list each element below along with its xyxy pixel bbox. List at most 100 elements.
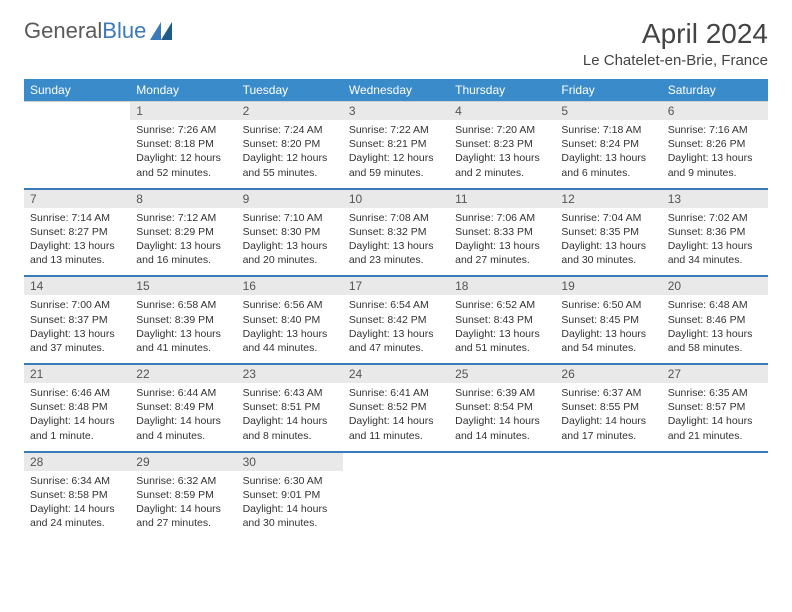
sunrise-line: Sunrise: 6:41 AM bbox=[349, 386, 443, 400]
sunset-line: Sunset: 8:58 PM bbox=[30, 488, 124, 502]
sunset-line: Sunset: 8:32 PM bbox=[349, 225, 443, 239]
daylight-line: Daylight: 13 hours and 13 minutes. bbox=[30, 239, 124, 267]
header: GeneralBlue April 2024 Le Chatelet-en-Br… bbox=[24, 18, 768, 69]
day-content-cell: Sunrise: 6:30 AMSunset: 9:01 PMDaylight:… bbox=[237, 471, 343, 539]
day-content-cell: Sunrise: 7:14 AMSunset: 8:27 PMDaylight:… bbox=[24, 208, 130, 277]
day-content-cell: Sunrise: 7:12 AMSunset: 8:29 PMDaylight:… bbox=[130, 208, 236, 277]
sunrise-line: Sunrise: 7:10 AM bbox=[243, 211, 337, 225]
daylight-line: Daylight: 13 hours and 54 minutes. bbox=[561, 327, 655, 355]
week-2-daynum-row: 14151617181920 bbox=[24, 276, 768, 295]
dow-thursday: Thursday bbox=[449, 79, 555, 102]
daylight-line: Daylight: 13 hours and 58 minutes. bbox=[668, 327, 762, 355]
day-content-cell: Sunrise: 6:50 AMSunset: 8:45 PMDaylight:… bbox=[555, 295, 661, 364]
day-content-cell: Sunrise: 6:32 AMSunset: 8:59 PMDaylight:… bbox=[130, 471, 236, 539]
sunrise-line: Sunrise: 7:00 AM bbox=[30, 298, 124, 312]
sunrise-line: Sunrise: 7:08 AM bbox=[349, 211, 443, 225]
daylight-line: Daylight: 13 hours and 34 minutes. bbox=[668, 239, 762, 267]
sunset-line: Sunset: 8:42 PM bbox=[349, 313, 443, 327]
day-number-cell: 18 bbox=[449, 276, 555, 295]
sunrise-line: Sunrise: 6:54 AM bbox=[349, 298, 443, 312]
day-number-cell: 21 bbox=[24, 364, 130, 383]
sunrise-line: Sunrise: 7:12 AM bbox=[136, 211, 230, 225]
sunset-line: Sunset: 8:30 PM bbox=[243, 225, 337, 239]
daylight-line: Daylight: 14 hours and 30 minutes. bbox=[243, 502, 337, 530]
day-number-cell: 19 bbox=[555, 276, 661, 295]
sunset-line: Sunset: 8:21 PM bbox=[349, 137, 443, 151]
day-content-cell: Sunrise: 6:35 AMSunset: 8:57 PMDaylight:… bbox=[662, 383, 768, 452]
dow-tuesday: Tuesday bbox=[237, 79, 343, 102]
daylight-line: Daylight: 13 hours and 27 minutes. bbox=[455, 239, 549, 267]
day-number-cell: 8 bbox=[130, 189, 236, 208]
day-content-cell: Sunrise: 6:58 AMSunset: 8:39 PMDaylight:… bbox=[130, 295, 236, 364]
day-number-cell bbox=[24, 102, 130, 121]
daylight-line: Daylight: 12 hours and 52 minutes. bbox=[136, 151, 230, 179]
day-number-cell bbox=[343, 452, 449, 471]
day-number-cell: 9 bbox=[237, 189, 343, 208]
sunrise-line: Sunrise: 6:39 AM bbox=[455, 386, 549, 400]
daylight-line: Daylight: 13 hours and 44 minutes. bbox=[243, 327, 337, 355]
day-number-cell: 17 bbox=[343, 276, 449, 295]
day-number-cell: 27 bbox=[662, 364, 768, 383]
sunset-line: Sunset: 8:37 PM bbox=[30, 313, 124, 327]
logo-part1: General bbox=[24, 18, 102, 43]
daylight-line: Daylight: 13 hours and 23 minutes. bbox=[349, 239, 443, 267]
sunset-line: Sunset: 8:26 PM bbox=[668, 137, 762, 151]
daylight-line: Daylight: 12 hours and 59 minutes. bbox=[349, 151, 443, 179]
sunrise-line: Sunrise: 6:44 AM bbox=[136, 386, 230, 400]
dow-monday: Monday bbox=[130, 79, 236, 102]
week-1-content-row: Sunrise: 7:14 AMSunset: 8:27 PMDaylight:… bbox=[24, 208, 768, 277]
daylight-line: Daylight: 13 hours and 20 minutes. bbox=[243, 239, 337, 267]
sunset-line: Sunset: 8:45 PM bbox=[561, 313, 655, 327]
daylight-line: Daylight: 13 hours and 51 minutes. bbox=[455, 327, 549, 355]
sunrise-line: Sunrise: 7:16 AM bbox=[668, 123, 762, 137]
day-number-cell: 26 bbox=[555, 364, 661, 383]
day-number-cell: 28 bbox=[24, 452, 130, 471]
day-content-cell: Sunrise: 6:41 AMSunset: 8:52 PMDaylight:… bbox=[343, 383, 449, 452]
daylight-line: Daylight: 13 hours and 37 minutes. bbox=[30, 327, 124, 355]
sunset-line: Sunset: 8:33 PM bbox=[455, 225, 549, 239]
sunrise-line: Sunrise: 7:06 AM bbox=[455, 211, 549, 225]
day-number-cell: 11 bbox=[449, 189, 555, 208]
daylight-line: Daylight: 13 hours and 16 minutes. bbox=[136, 239, 230, 267]
week-4-content-row: Sunrise: 6:34 AMSunset: 8:58 PM Daylight:… bbox=[24, 471, 768, 539]
sunrise-line: Sunrise: 6:50 AM bbox=[561, 298, 655, 312]
sunrise-line: Sunrise: 7:04 AM bbox=[561, 211, 655, 225]
day-number-cell: 10 bbox=[343, 189, 449, 208]
sunset-line: Sunset: 8:51 PM bbox=[243, 400, 337, 414]
daylight-line: Daylight: 13 hours and 41 minutes. bbox=[136, 327, 230, 355]
day-content-cell: Sunrise: 6:48 AMSunset: 8:46 PMDaylight:… bbox=[662, 295, 768, 364]
sunrise-line: Sunrise: 7:02 AM bbox=[668, 211, 762, 225]
dow-saturday: Saturday bbox=[662, 79, 768, 102]
day-number-cell: 12 bbox=[555, 189, 661, 208]
daylight-line: Daylight: 13 hours and 9 minutes. bbox=[668, 151, 762, 179]
sunrise-line: Sunrise: 6:34 AM bbox=[30, 474, 124, 488]
sunset-line: Sunset: 8:55 PM bbox=[561, 400, 655, 414]
daylight-line: Daylight: 14 hours and 17 minutes. bbox=[561, 414, 655, 442]
logo-part2: Blue bbox=[102, 18, 146, 43]
day-number-cell: 20 bbox=[662, 276, 768, 295]
daylight-line: Daylight: 13 hours and 30 minutes. bbox=[561, 239, 655, 267]
day-number-cell: 13 bbox=[662, 189, 768, 208]
daylight-line: Daylight: 14 hours and 27 minutes. bbox=[136, 502, 230, 530]
sunset-line: Sunset: 8:36 PM bbox=[668, 225, 762, 239]
day-number-cell: 6 bbox=[662, 102, 768, 121]
day-content-cell: Sunrise: 7:04 AMSunset: 8:35 PMDaylight:… bbox=[555, 208, 661, 277]
day-content-cell: Sunrise: 6:34 AMSunset: 8:58 PMDaylight:… bbox=[24, 471, 130, 539]
sunset-line: Sunset: 8:20 PM bbox=[243, 137, 337, 151]
week-1-daynum-row: 78910111213 bbox=[24, 189, 768, 208]
calendar-body: 123456Sunrise: 7:26 AMSunset: 8:18 PMDay… bbox=[24, 102, 768, 539]
sunset-line: Sunset: 8:18 PM bbox=[136, 137, 230, 151]
day-content-cell: Sunrise: 6:52 AMSunset: 8:43 PMDaylight:… bbox=[449, 295, 555, 364]
sunset-line: Sunset: 8:29 PM bbox=[136, 225, 230, 239]
logo-text: GeneralBlue bbox=[24, 18, 146, 44]
day-number-cell: 23 bbox=[237, 364, 343, 383]
day-content-cell bbox=[24, 120, 130, 189]
dow-row: Sunday Monday Tuesday Wednesday Thursday… bbox=[24, 79, 768, 102]
day-content-cell bbox=[662, 471, 768, 539]
day-number-cell: 7 bbox=[24, 189, 130, 208]
day-content-cell: Sunrise: 6:56 AMSunset: 8:40 PMDaylight:… bbox=[237, 295, 343, 364]
sunset-line: Sunset: 8:23 PM bbox=[455, 137, 549, 151]
sunset-line: Sunset: 8:48 PM bbox=[30, 400, 124, 414]
sunrise-line: Sunrise: 6:52 AM bbox=[455, 298, 549, 312]
day-number-cell: 2 bbox=[237, 102, 343, 121]
